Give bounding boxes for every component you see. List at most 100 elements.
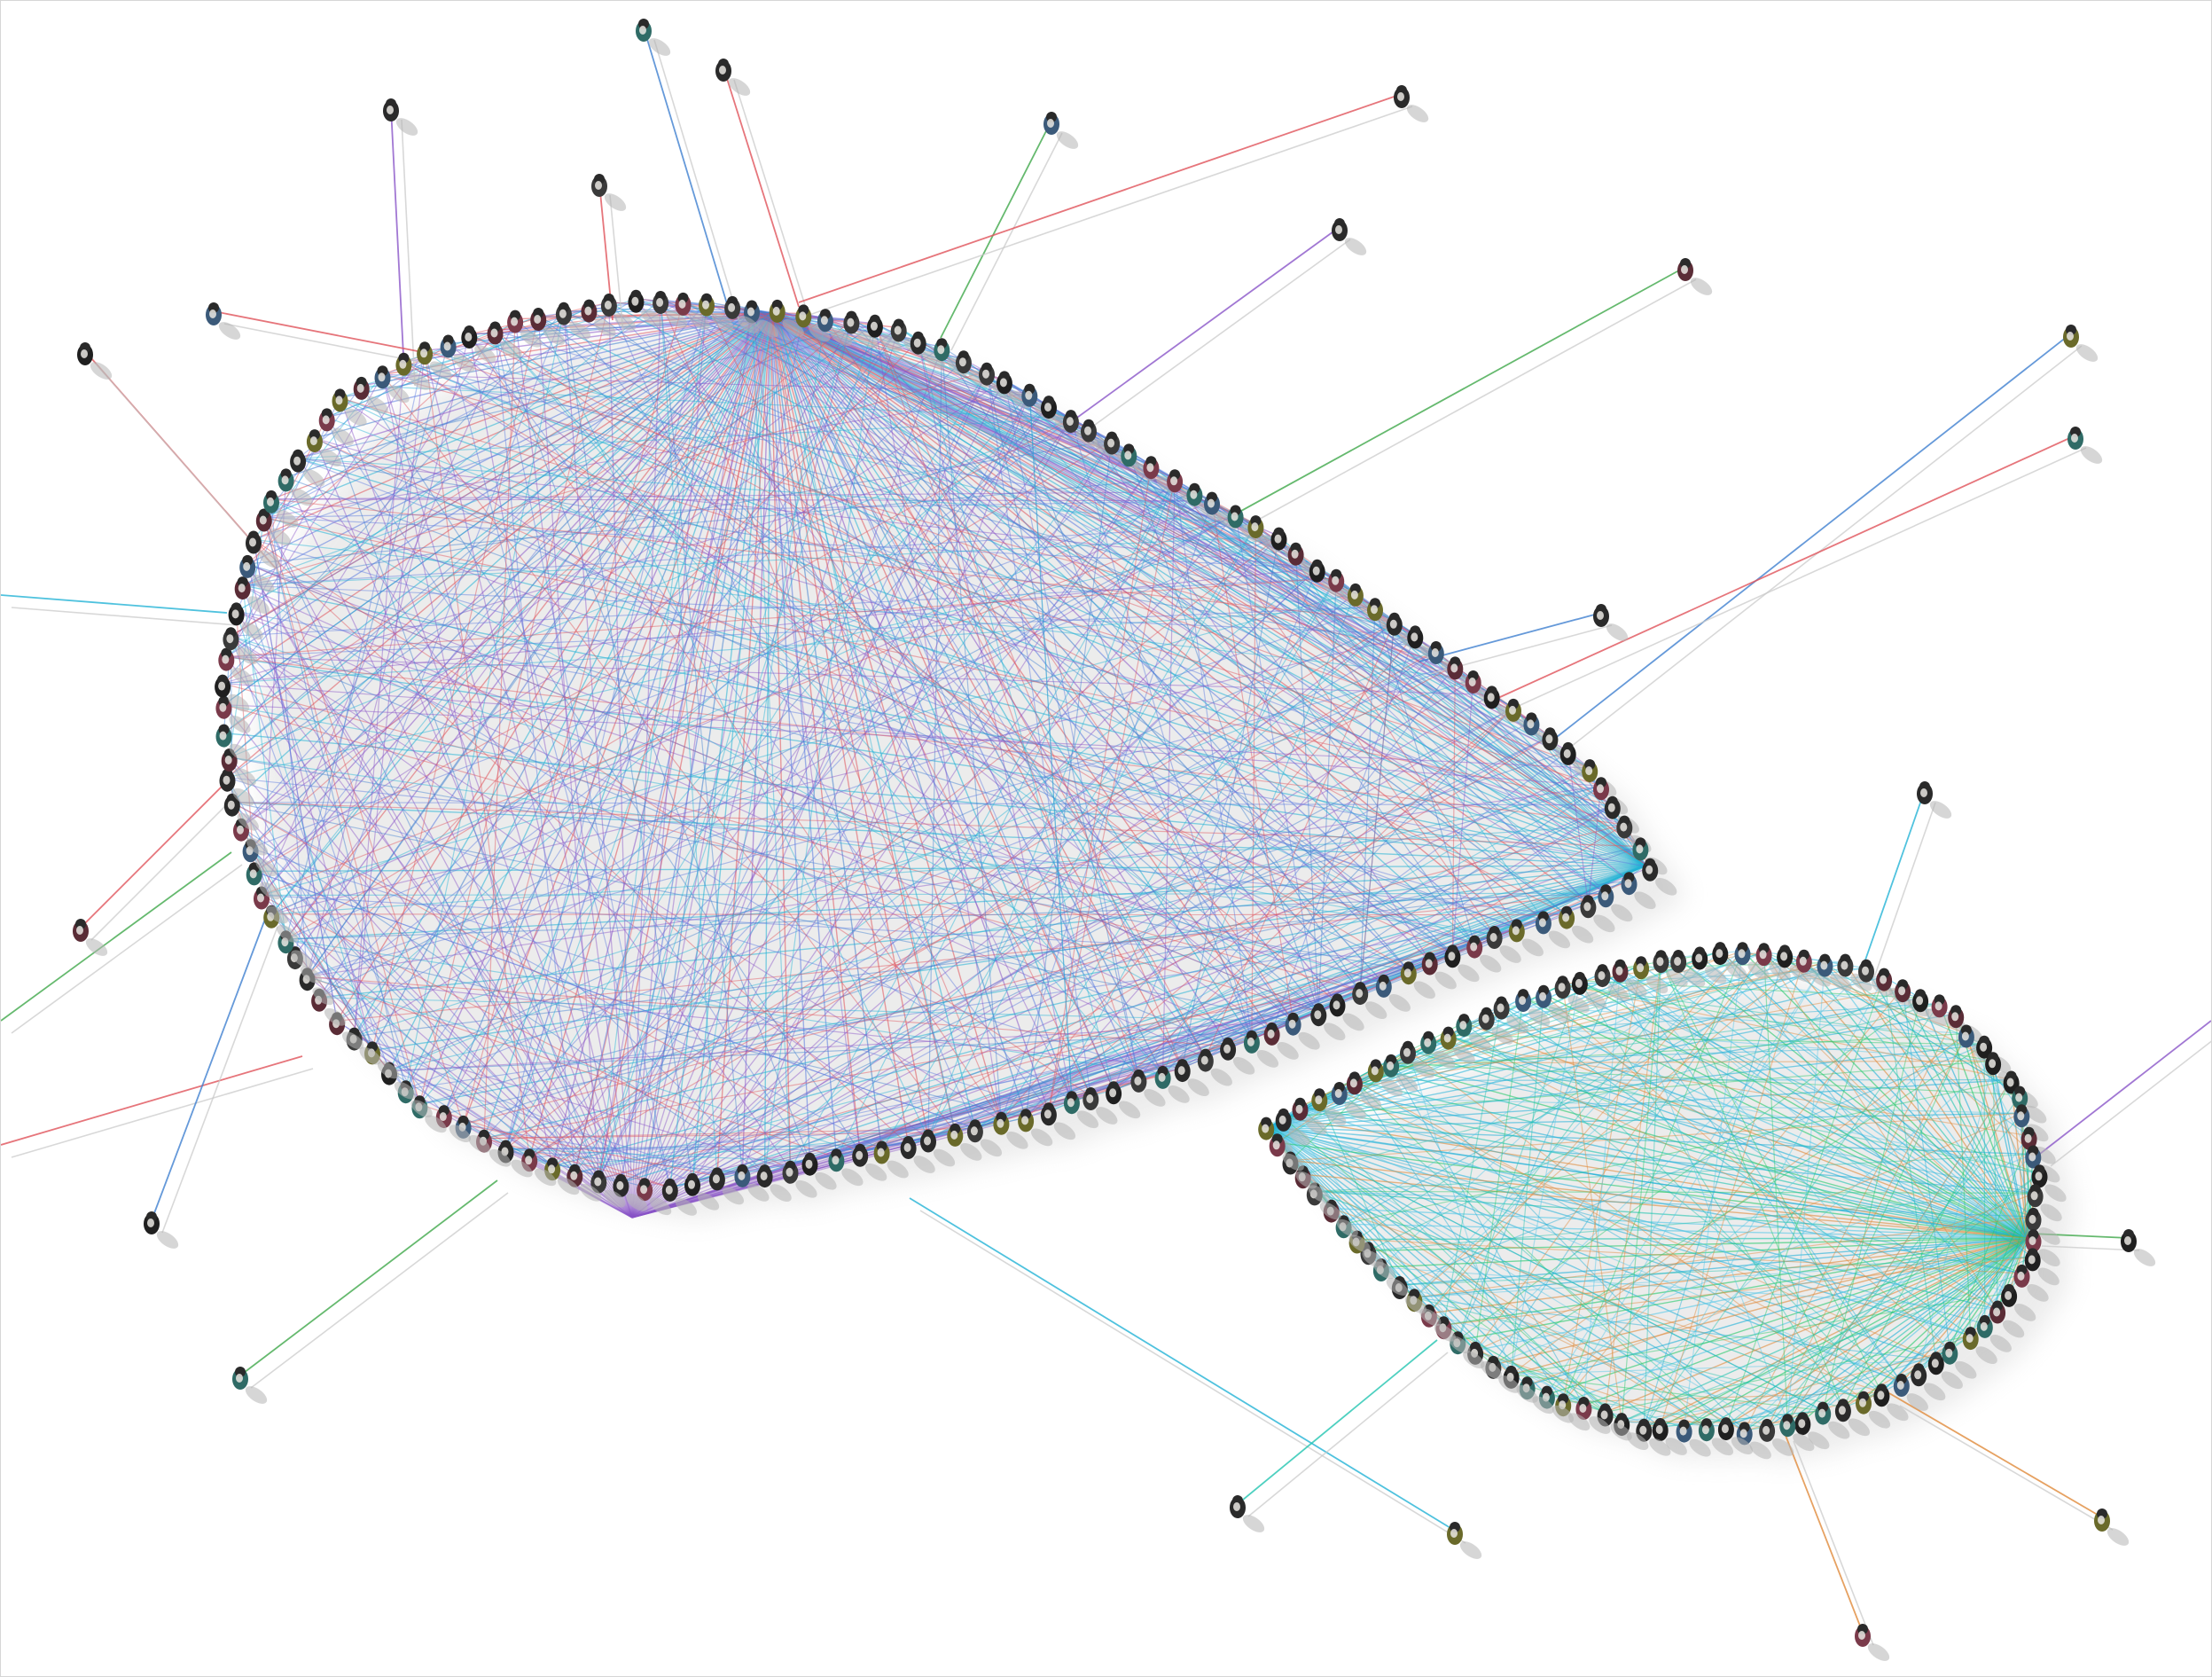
person-shirt (1914, 1370, 1922, 1380)
thread (514, 318, 633, 1219)
thread (563, 310, 1614, 806)
thread (1300, 1106, 1606, 1413)
person-shirt (223, 775, 231, 785)
person-shirt (2006, 1078, 2014, 1087)
thread (263, 392, 1030, 519)
person-shirt (1512, 926, 1520, 936)
thread (253, 312, 771, 541)
thread (635, 298, 1207, 1058)
person (1893, 1374, 1928, 1411)
thread (1283, 1117, 1622, 1422)
thread (1983, 1044, 2028, 1239)
person-shadow (879, 333, 903, 352)
thread (1277, 1035, 1450, 1143)
thread (1277, 1141, 2028, 1239)
person-shirt (1314, 1010, 1322, 1020)
person (1834, 1399, 1871, 1437)
thread (1579, 980, 2036, 1194)
thread (270, 491, 1195, 915)
thread (1458, 1237, 2028, 1341)
thread (770, 312, 1551, 737)
thread (770, 312, 1606, 894)
thread (660, 299, 718, 1177)
person-shadow (489, 1148, 512, 1167)
thread (263, 301, 684, 519)
thread (1699, 954, 2028, 1239)
person-shadow (1288, 1128, 1310, 1146)
thread (1211, 500, 1294, 1022)
thread (809, 1074, 1163, 1163)
person (756, 1164, 792, 1202)
person-shadow (1567, 995, 1590, 1014)
thread (770, 312, 1591, 769)
thread (227, 323, 876, 779)
person-shirt (1818, 1408, 1826, 1418)
thread (261, 318, 516, 896)
thread-shadow (1247, 1352, 1449, 1517)
thread (297, 312, 771, 459)
person-shadow (1325, 1108, 1347, 1126)
person-shirt (1233, 1502, 1240, 1511)
thread (229, 756, 1495, 936)
thread (1414, 1237, 2028, 1298)
thread (631, 568, 1318, 1219)
thread (1290, 1159, 2028, 1239)
thread (770, 312, 1614, 806)
thread (1457, 997, 1921, 1341)
thread (1004, 380, 1139, 1079)
person-shirt (219, 702, 227, 712)
person-shirt (970, 1126, 978, 1136)
thread (1719, 950, 2034, 1258)
person-shirt (1980, 1042, 1988, 1052)
person-shirt (1403, 1047, 1411, 1057)
person (1311, 1088, 1347, 1126)
person-shadow (1380, 1078, 1403, 1097)
thread (354, 513, 1236, 1038)
person-shadow (218, 322, 241, 340)
person-shirt (1600, 1410, 1608, 1420)
thread (770, 312, 1410, 971)
outlier-thread (1489, 435, 2076, 702)
person (530, 308, 566, 345)
person (1755, 943, 1791, 981)
thread (1368, 1237, 2028, 1251)
thread (1562, 951, 1744, 1403)
thread (770, 312, 1625, 826)
person-shadow (795, 1179, 817, 1198)
thread (1354, 1079, 2028, 1239)
person-shirt (2005, 1290, 2013, 1300)
person (1440, 1026, 1475, 1064)
thread (340, 396, 1602, 787)
person (1571, 971, 1607, 1009)
person-shadow (500, 341, 522, 359)
thread (1763, 951, 1998, 1310)
thread (242, 340, 918, 586)
person-shadow (1521, 938, 1544, 957)
thread (1620, 968, 2028, 1239)
thread (1448, 1034, 2028, 1239)
thread (1391, 1044, 1985, 1064)
thread (1302, 1002, 1940, 1175)
thread (1319, 1096, 2022, 1114)
person-shirt (2028, 1152, 2036, 1162)
person-shadow (1828, 1421, 1850, 1439)
thread (1359, 621, 1395, 991)
thread (1343, 1223, 2028, 1239)
thread (631, 371, 988, 1219)
thread (770, 312, 1385, 984)
thread (314, 437, 1453, 954)
thread (825, 317, 1294, 1023)
thread (1992, 1061, 1998, 1310)
thread (927, 347, 942, 1139)
thread (1343, 950, 1743, 1225)
person-shirt (511, 317, 519, 326)
person-shirt (1519, 996, 1527, 1006)
person (613, 1173, 648, 1211)
thread (225, 312, 771, 658)
thread (1314, 1190, 1864, 1401)
thread (770, 312, 1319, 1013)
thread (1343, 962, 1825, 1225)
person-shirt (267, 497, 274, 506)
person (590, 1170, 626, 1208)
thread (1278, 536, 1544, 921)
